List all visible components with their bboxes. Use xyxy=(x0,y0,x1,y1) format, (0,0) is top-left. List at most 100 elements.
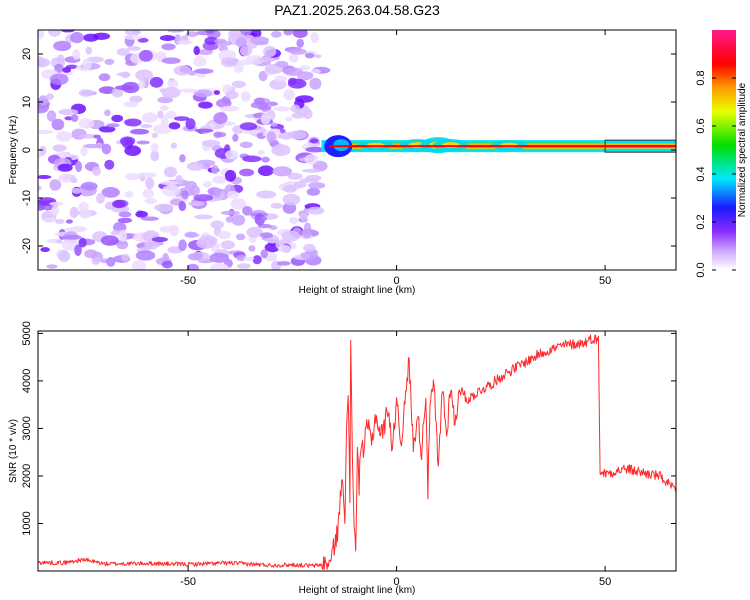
noise-blob xyxy=(56,131,73,142)
noise-blob xyxy=(112,199,126,209)
snr-x-tick-label: 50 xyxy=(599,576,611,588)
noise-blob xyxy=(257,149,265,155)
noise-blob xyxy=(162,184,181,197)
noise-blob xyxy=(219,105,240,112)
noise-blob xyxy=(124,118,142,127)
noise-blob xyxy=(178,201,187,212)
noise-blob xyxy=(185,31,199,37)
noise-blob xyxy=(270,202,283,209)
snr-x-tick-label: -50 xyxy=(180,576,196,588)
noise-blob xyxy=(93,134,101,139)
snr-frame xyxy=(37,330,677,572)
noise-blob xyxy=(78,118,95,129)
noise-blob xyxy=(177,40,193,45)
noise-blob xyxy=(84,249,98,259)
noise-blob xyxy=(225,216,234,223)
noise-blob xyxy=(310,32,319,44)
noise-blob xyxy=(246,226,263,238)
noise-blob xyxy=(290,104,301,113)
noise-blob xyxy=(159,105,169,111)
noise-blob xyxy=(220,210,240,216)
noise-blob xyxy=(233,63,244,73)
noise-blob xyxy=(159,225,175,233)
spectrogram-x-axis-label: Height of straight line (km) xyxy=(299,285,416,296)
snr-x-ticks: -50 0 50 xyxy=(180,331,611,588)
noise-blob xyxy=(281,230,301,242)
noise-blob xyxy=(144,240,159,250)
noise-blob xyxy=(217,230,231,240)
noise-blob xyxy=(161,57,181,64)
noise-blob xyxy=(83,143,101,149)
noise-blob xyxy=(54,219,65,224)
noise-blob xyxy=(104,159,115,170)
snr-series-line xyxy=(38,334,676,570)
noise-blob xyxy=(213,112,228,125)
noise-blob xyxy=(239,122,258,131)
noise-blob xyxy=(249,36,270,44)
noise-blob xyxy=(70,178,78,184)
spectrogram-x-tick-label: 50 xyxy=(599,275,611,287)
noise-blob xyxy=(236,254,247,262)
noise-blob xyxy=(150,150,160,162)
noise-blob xyxy=(159,180,179,186)
noise-blob xyxy=(49,179,62,191)
spectrogram-y-tick-label: 20 xyxy=(21,48,33,60)
noise-blob xyxy=(78,89,94,97)
noise-blob xyxy=(261,156,270,163)
noise-blob xyxy=(243,256,255,261)
noise-blob xyxy=(232,133,239,142)
noise-blob xyxy=(49,201,64,206)
noise-blob xyxy=(161,260,173,269)
noise-blob xyxy=(137,37,149,43)
noise-blob xyxy=(189,185,200,196)
colorbar-gradient xyxy=(712,30,736,270)
snr-x-tick-label: 0 xyxy=(394,576,400,588)
spectrogram-y-tick-label: -20 xyxy=(21,238,33,254)
noise-blob xyxy=(150,143,159,152)
noise-blob xyxy=(297,71,314,81)
noise-blob xyxy=(301,168,322,173)
noise-blob xyxy=(271,144,291,157)
noise-blob xyxy=(62,227,82,233)
noise-blob xyxy=(91,256,101,265)
noise-blob xyxy=(167,79,179,89)
noise-blob xyxy=(194,128,214,133)
noise-blob xyxy=(173,116,190,121)
noise-blob xyxy=(193,194,214,202)
noise-blob xyxy=(278,131,294,140)
noise-blob xyxy=(261,216,268,221)
noise-blob xyxy=(138,49,153,62)
noise-blob xyxy=(69,206,79,218)
noise-blob xyxy=(116,72,131,77)
noise-blob xyxy=(135,250,156,261)
noise-blob xyxy=(258,70,268,82)
noise-blob xyxy=(266,131,277,144)
noise-blob xyxy=(46,93,54,100)
noise-blob xyxy=(314,54,322,59)
noise-blob xyxy=(80,181,98,191)
noise-blob xyxy=(305,146,325,153)
noise-blob xyxy=(237,263,251,269)
noise-blob xyxy=(56,54,65,64)
noise-blob xyxy=(287,78,307,89)
noise-blob xyxy=(79,209,92,219)
spectrogram-y-tick-label: 0 xyxy=(21,147,33,153)
noise-blob xyxy=(260,112,271,125)
noise-blob xyxy=(213,187,222,198)
noise-blob xyxy=(74,244,82,256)
noise-blob xyxy=(38,175,52,179)
noise-blob xyxy=(225,150,239,160)
noise-blob xyxy=(256,190,277,199)
noise-blob xyxy=(163,166,178,178)
spectrogram-y-tick-label: 10 xyxy=(21,96,33,108)
colorbar-tick-label: 0.6 xyxy=(695,118,707,133)
noise-blob xyxy=(120,136,136,146)
noise-blob xyxy=(245,55,264,65)
noise-blob xyxy=(140,124,153,129)
noise-blob xyxy=(194,68,214,74)
noise-blob xyxy=(185,118,196,130)
noise-blob xyxy=(304,52,315,59)
noise-blob xyxy=(283,30,294,36)
noise-blob xyxy=(96,192,105,204)
